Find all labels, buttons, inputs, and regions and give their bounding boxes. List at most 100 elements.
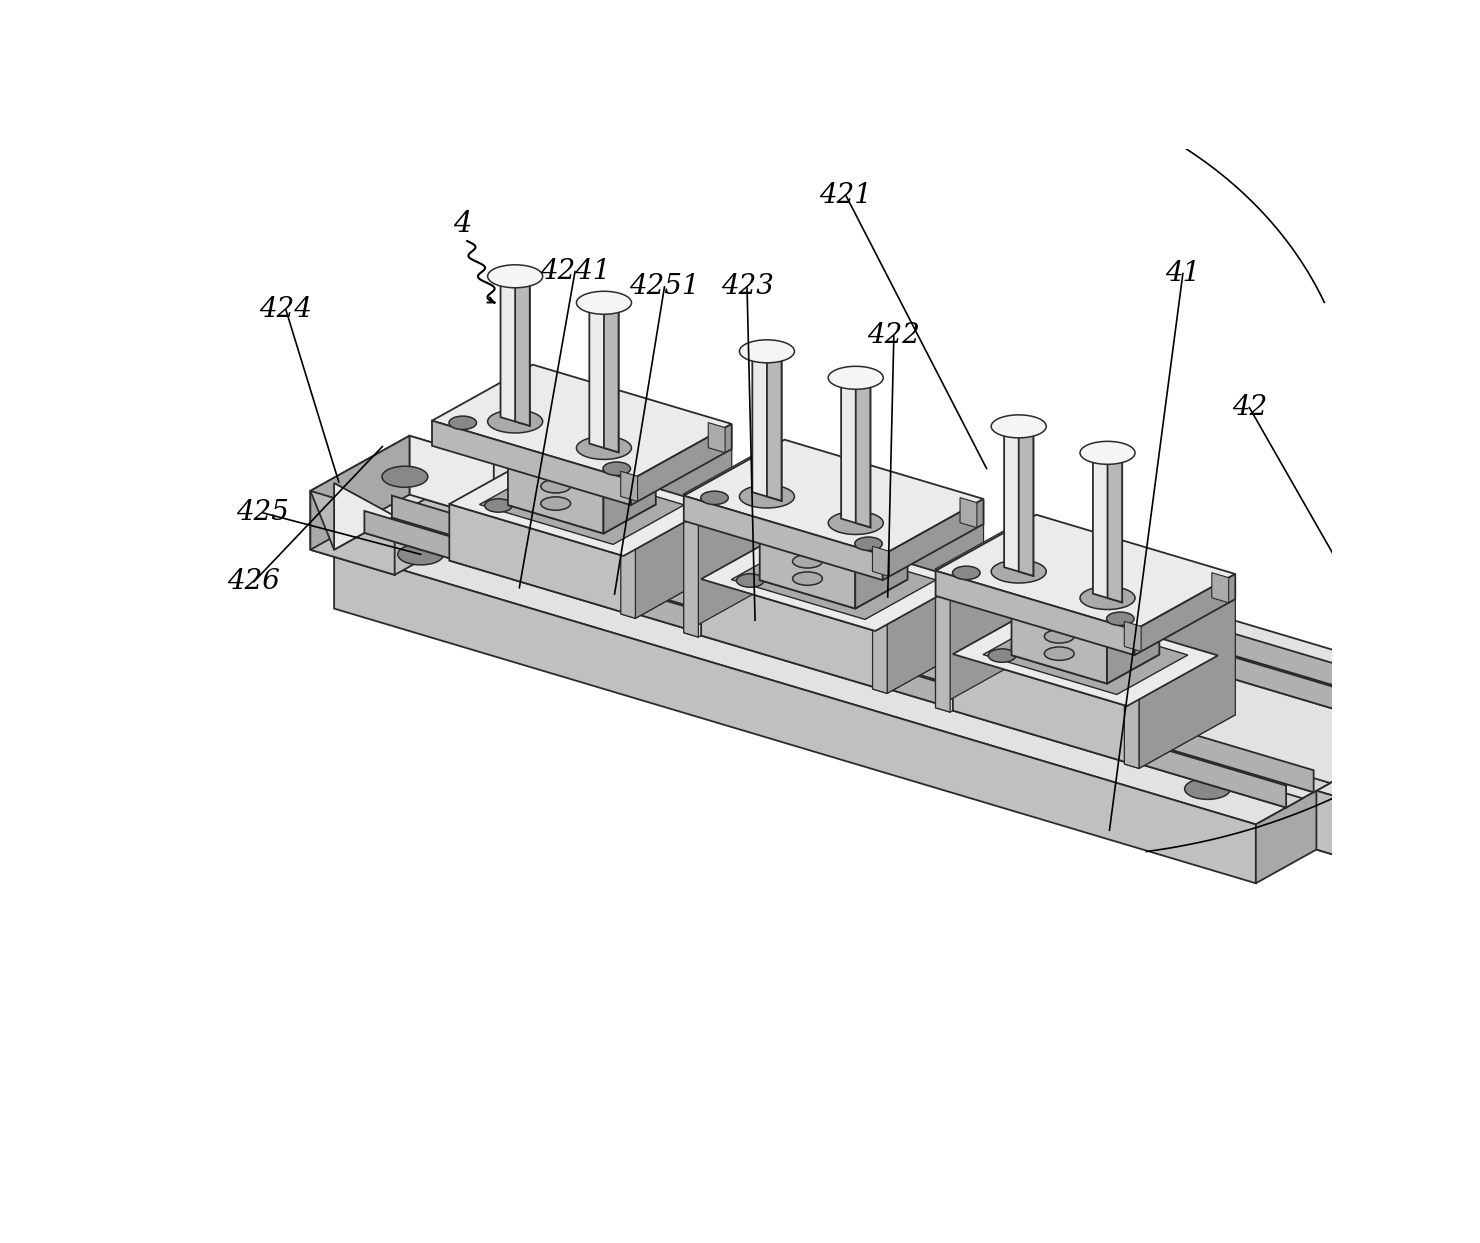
Polygon shape (702, 585, 966, 687)
Polygon shape (953, 604, 1218, 706)
Polygon shape (311, 436, 410, 549)
Polygon shape (432, 420, 630, 505)
Ellipse shape (382, 466, 428, 487)
Ellipse shape (1045, 646, 1074, 660)
Polygon shape (935, 571, 1135, 655)
Polygon shape (334, 484, 395, 549)
Ellipse shape (540, 497, 571, 511)
Polygon shape (953, 654, 1128, 762)
Polygon shape (731, 539, 935, 619)
Polygon shape (630, 424, 731, 505)
Ellipse shape (484, 498, 512, 512)
Polygon shape (635, 426, 731, 618)
Polygon shape (364, 523, 1302, 808)
Ellipse shape (571, 447, 617, 469)
Polygon shape (873, 551, 887, 694)
Polygon shape (684, 579, 795, 638)
Ellipse shape (855, 537, 882, 551)
Polygon shape (515, 276, 530, 426)
Polygon shape (1128, 655, 1218, 762)
Polygon shape (524, 435, 1462, 718)
Polygon shape (702, 579, 875, 687)
Polygon shape (875, 580, 966, 687)
Polygon shape (311, 436, 494, 516)
Polygon shape (1257, 696, 1480, 884)
Polygon shape (1125, 625, 1140, 768)
Polygon shape (935, 516, 1032, 707)
Polygon shape (1011, 626, 1159, 684)
Ellipse shape (1080, 587, 1135, 609)
Polygon shape (752, 347, 781, 501)
Ellipse shape (540, 480, 571, 493)
Ellipse shape (1045, 630, 1074, 643)
Polygon shape (508, 423, 604, 533)
Polygon shape (450, 510, 715, 613)
Text: 42: 42 (1231, 394, 1267, 421)
Polygon shape (480, 465, 684, 544)
Text: 426: 426 (228, 568, 280, 595)
Ellipse shape (829, 511, 884, 534)
Polygon shape (604, 421, 656, 533)
Polygon shape (1125, 711, 1236, 768)
Polygon shape (623, 506, 715, 613)
Text: 423: 423 (721, 273, 774, 301)
Ellipse shape (737, 574, 764, 587)
Polygon shape (334, 421, 1480, 824)
Polygon shape (364, 511, 1286, 808)
Ellipse shape (1045, 614, 1074, 628)
Polygon shape (841, 373, 870, 527)
Polygon shape (450, 454, 715, 556)
Polygon shape (1107, 452, 1122, 603)
Ellipse shape (953, 566, 980, 579)
Ellipse shape (793, 539, 823, 552)
Polygon shape (1140, 576, 1236, 768)
Ellipse shape (1074, 635, 1134, 654)
Polygon shape (961, 497, 977, 528)
Text: 425: 425 (237, 500, 290, 526)
Polygon shape (759, 551, 907, 609)
Polygon shape (1400, 761, 1480, 875)
Ellipse shape (992, 415, 1046, 438)
Ellipse shape (602, 462, 630, 475)
Ellipse shape (1184, 778, 1230, 799)
Polygon shape (508, 476, 656, 533)
Ellipse shape (576, 436, 632, 460)
Polygon shape (392, 508, 1331, 792)
Polygon shape (873, 547, 889, 577)
Polygon shape (684, 496, 882, 580)
Polygon shape (1092, 449, 1122, 603)
Polygon shape (410, 436, 494, 520)
Polygon shape (432, 364, 731, 480)
Polygon shape (684, 493, 699, 638)
Polygon shape (1107, 572, 1159, 684)
Ellipse shape (829, 367, 884, 389)
Ellipse shape (992, 561, 1046, 583)
Ellipse shape (1385, 766, 1431, 787)
Polygon shape (684, 440, 984, 556)
Ellipse shape (398, 544, 444, 564)
Ellipse shape (487, 410, 543, 433)
Ellipse shape (793, 554, 823, 568)
Ellipse shape (570, 485, 630, 505)
Polygon shape (767, 352, 781, 501)
Polygon shape (935, 515, 1236, 630)
Ellipse shape (1107, 612, 1134, 625)
Text: 4241: 4241 (540, 259, 610, 285)
Polygon shape (684, 440, 780, 633)
Ellipse shape (1057, 653, 1092, 670)
Polygon shape (855, 497, 907, 609)
Polygon shape (709, 423, 725, 452)
Polygon shape (935, 569, 950, 712)
Polygon shape (311, 491, 395, 549)
Polygon shape (1125, 622, 1141, 651)
Polygon shape (311, 491, 395, 574)
Polygon shape (524, 423, 1446, 718)
Polygon shape (450, 503, 623, 613)
Polygon shape (1011, 573, 1107, 684)
Ellipse shape (552, 502, 589, 520)
Polygon shape (759, 497, 855, 609)
Polygon shape (620, 475, 635, 618)
Polygon shape (702, 528, 966, 631)
Ellipse shape (448, 416, 477, 430)
Polygon shape (1316, 791, 1400, 875)
